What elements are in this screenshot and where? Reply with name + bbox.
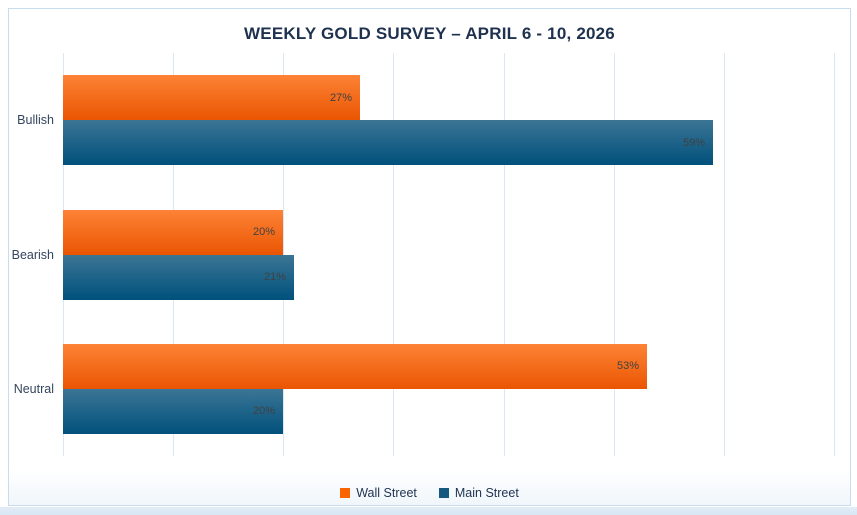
bar-wall-street-bearish: 20% — [63, 209, 283, 255]
chart-title: WEEKLY GOLD SURVEY – APRIL 6 - 10, 2026 — [244, 24, 615, 43]
legend-label-main-street: Main Street — [454, 486, 519, 500]
bar-value-label: 21% — [263, 271, 286, 283]
legend-swatch-wall-street — [340, 488, 351, 498]
bar-wall-street-neutral: 53% — [63, 343, 647, 389]
legend-item-wall-street: Wall Street — [340, 486, 417, 500]
legend-label-wall-street: Wall Street — [356, 486, 417, 500]
gridline — [834, 53, 835, 456]
gridline — [504, 53, 505, 456]
gridline — [614, 53, 615, 456]
bar-value-label: 27% — [329, 91, 352, 104]
bar-value-label: 53% — [616, 360, 639, 373]
legend-swatch-main-street — [438, 488, 449, 498]
category-label-bullish: Bullish — [17, 113, 54, 128]
bar-main-street-bearish: 21% — [63, 254, 294, 300]
bar-main-street-neutral: 20% — [63, 388, 283, 434]
chart-card: WEEKLY GOLD SURVEY – APRIL 6 - 10, 2026 … — [8, 8, 851, 515]
bar-value-label: 20% — [252, 226, 275, 238]
category-label-neutral: Neutral — [13, 381, 54, 396]
category-label-bearish: Bearish — [11, 247, 54, 262]
plot-area: 0%10%20%30%40%50%60%70%Bullish27%59%Bear… — [12, 53, 845, 515]
legend: Wall Street Main Street — [9, 486, 850, 500]
bar-wall-street-bullish: 27% — [63, 75, 360, 121]
bar-value-label: 59% — [682, 136, 705, 149]
page-background-strip — [0, 507, 857, 515]
bar-value-label: 20% — [252, 405, 275, 418]
gridline — [393, 53, 394, 456]
bar-main-street-bullish: 59% — [63, 120, 713, 166]
legend-item-main-street: Main Street — [438, 486, 519, 500]
gridline — [724, 53, 725, 456]
